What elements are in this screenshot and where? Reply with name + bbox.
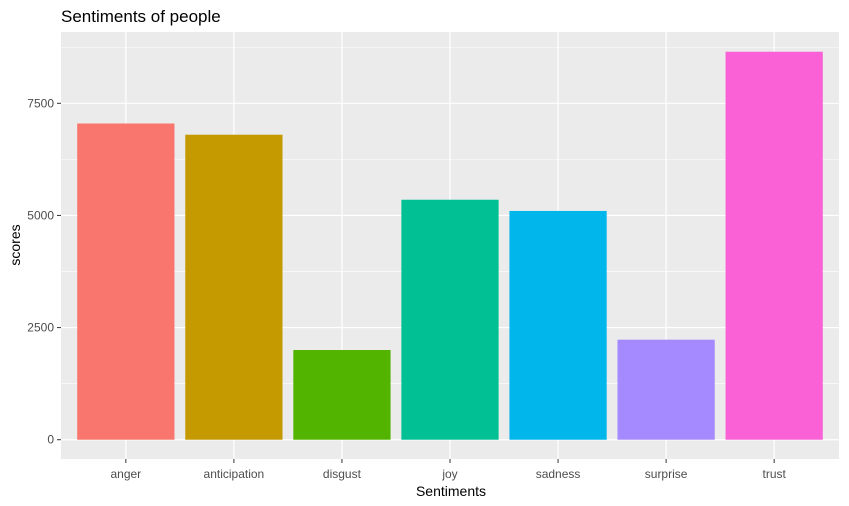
x-tick-label: joy [441, 467, 457, 481]
y-tick-label: 0 [47, 433, 54, 447]
x-tick-label: surprise [645, 467, 688, 481]
bar-trust [725, 51, 823, 440]
chart-title: Sentiments of people [61, 7, 221, 26]
x-tick-label: disgust [323, 467, 362, 481]
bar-anger [77, 123, 175, 440]
bar-disgust [293, 350, 391, 440]
bar-anticipation [185, 134, 283, 440]
x-tick-label: sadness [536, 467, 581, 481]
bar-sadness [509, 210, 607, 440]
x-axis: anger anticipation disgust joy sadness surpri… [110, 459, 786, 481]
x-tick-label: anticipation [204, 467, 265, 481]
y-tick-label: 2500 [27, 321, 54, 335]
x-axis-title: Sentiments [416, 483, 486, 499]
bars [77, 51, 823, 440]
y-tick-label: 5000 [27, 208, 54, 222]
x-tick-label: anger [110, 467, 141, 481]
x-tick-label: trust [762, 467, 786, 481]
y-axis: 0 2500 5000 7500 [27, 96, 61, 447]
bar-joy [401, 199, 499, 440]
y-tick-label: 7500 [27, 96, 54, 110]
bar-surprise [617, 339, 715, 440]
y-axis-title: scores [7, 224, 23, 265]
